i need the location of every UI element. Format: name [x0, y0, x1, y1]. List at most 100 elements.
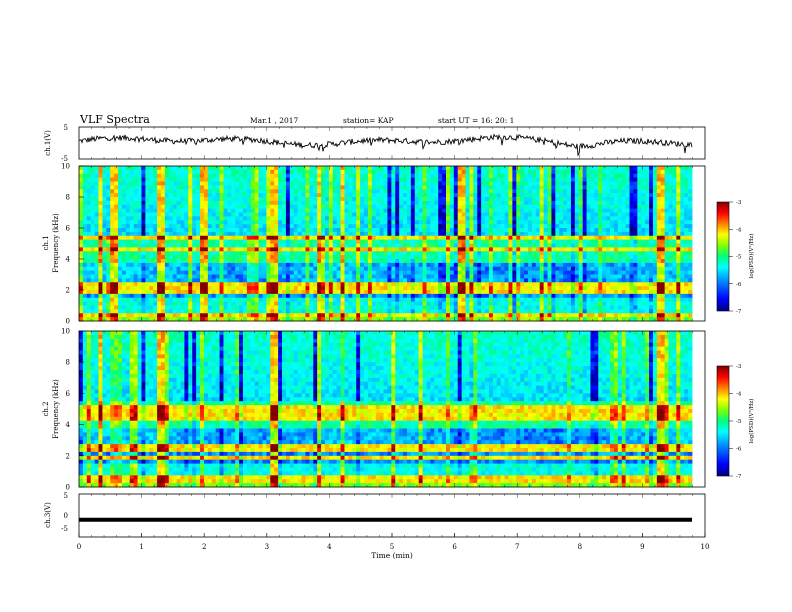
spectrogram-cell: [258, 193, 263, 198]
spectrogram-cell: [410, 208, 416, 213]
spectrogram-cell: [207, 197, 213, 202]
spectrogram-cell: [293, 166, 299, 171]
spectrogram-cell: [516, 235, 521, 241]
spectrogram-cell: [356, 173, 361, 179]
spectrogram-cell: [254, 297, 259, 303]
spectrogram-cell: [297, 204, 302, 210]
spectrogram-cell: [555, 216, 560, 221]
spectrogram-cell: [406, 243, 412, 248]
spectrogram-cell: [262, 212, 267, 217]
spectrogram-cell: [371, 220, 377, 225]
spectrogram-cell: [176, 266, 181, 272]
spectrogram-cell: [106, 173, 111, 179]
spectrogram-cell: [422, 173, 427, 179]
spectrogram-cell: [200, 239, 205, 244]
spectrogram-cell: [168, 262, 174, 268]
spectrogram-cell: [344, 274, 349, 279]
spectrogram-cell: [535, 282, 541, 287]
spectrogram-cell: [500, 247, 505, 252]
spectrogram-cell: [438, 297, 443, 303]
spectrogram-cell: [270, 313, 275, 318]
spectrogram-cell: [301, 293, 306, 299]
spectrogram-cell: [203, 208, 209, 213]
spectrogram-cell: [207, 228, 213, 233]
spectrogram-cell: [555, 208, 560, 213]
spectrogram-cell: [492, 274, 498, 279]
spectrogram-cell: [520, 185, 525, 190]
spectrogram-cell: [442, 224, 447, 229]
spectrogram-cell: [211, 197, 217, 202]
spectrogram-cell: [383, 228, 388, 233]
spectrogram-cell: [223, 255, 228, 260]
spectrogram-cell: [289, 313, 295, 318]
spectrogram-cell: [145, 309, 150, 314]
spectrogram-cell: [340, 317, 345, 322]
spectrogram-cell: [94, 255, 99, 260]
spectrogram-cell: [563, 216, 568, 221]
spectrogram-cell: [328, 216, 334, 221]
spectrogram-cell: [160, 313, 166, 318]
spectrogram-cell: [371, 251, 377, 256]
spectrogram-cell: [168, 212, 174, 217]
spectrogram-cell: [79, 200, 84, 206]
spectrogram-cell: [524, 181, 529, 186]
spectrogram-cell: [324, 204, 330, 210]
spectrogram-cell: [164, 220, 170, 225]
spectrogram-cell: [426, 220, 431, 225]
spectrogram-cell: [285, 193, 291, 198]
spectrogram-cell: [223, 286, 228, 291]
spectrogram-cell: [395, 200, 400, 206]
spectrogram-cell: [332, 216, 338, 221]
spectrogram-cell: [422, 270, 427, 275]
spectrogram-cell: [457, 286, 463, 291]
spectrogram-cell: [309, 255, 314, 260]
spectrogram-cell: [504, 193, 509, 198]
spectrogram-cell: [414, 286, 420, 291]
spectrogram-cell: [336, 200, 341, 206]
spectrogram-cell: [559, 185, 564, 190]
spectrogram-cell: [422, 247, 427, 252]
spectrogram-cell: [367, 220, 373, 225]
spectrogram-cell: [453, 297, 459, 303]
spectrogram-cell: [531, 239, 537, 244]
spectrogram-cell: [348, 251, 353, 256]
spectrogram-cell: [453, 262, 459, 268]
spectrogram-cell: [86, 313, 92, 318]
spectrogram-cell: [528, 181, 533, 186]
spectrogram-cell: [125, 301, 131, 306]
spectrogram-cell: [215, 251, 220, 256]
spectrogram-cell: [367, 173, 373, 179]
spectrogram-cell: [176, 270, 181, 275]
spectrogram-cell: [129, 262, 135, 268]
spectrogram-cell: [371, 262, 377, 268]
spectrogram-cell: [231, 266, 236, 272]
spectrogram-cell: [133, 270, 138, 275]
spectrogram-cell: [379, 208, 384, 213]
spectrogram-cell: [86, 197, 92, 202]
spectrogram-cell: [149, 166, 154, 171]
spectrogram-cell: [274, 231, 279, 237]
spectrogram-cell: [438, 231, 443, 237]
spectrogram-cell: [449, 259, 455, 264]
spectrogram-cell: [469, 313, 474, 318]
spectrogram-cell: [285, 251, 291, 256]
spectrogram-cell: [125, 212, 131, 217]
spectrogram-cell: [137, 274, 142, 279]
spectrogram-cell: [79, 224, 84, 229]
spectrogram-cell: [496, 243, 502, 248]
spectrogram-cell: [114, 270, 119, 275]
spectrogram-cell: [414, 255, 420, 260]
spectrogram-cell: [157, 224, 162, 229]
spectrogram-cell: [492, 177, 498, 182]
spectrogram-cell: [434, 259, 439, 264]
spectrogram-cell: [266, 309, 271, 314]
spectrogram-cell: [262, 243, 267, 248]
spectrogram-cell: [383, 290, 388, 295]
spectrogram-cell: [274, 189, 279, 194]
spectrogram-cell: [231, 274, 236, 279]
spectrogram-cell: [504, 200, 509, 206]
spectrogram-cell: [449, 212, 455, 217]
spectrogram-cell: [453, 200, 459, 206]
spectrogram-cell: [375, 301, 381, 306]
spectrogram-cell: [141, 259, 146, 264]
